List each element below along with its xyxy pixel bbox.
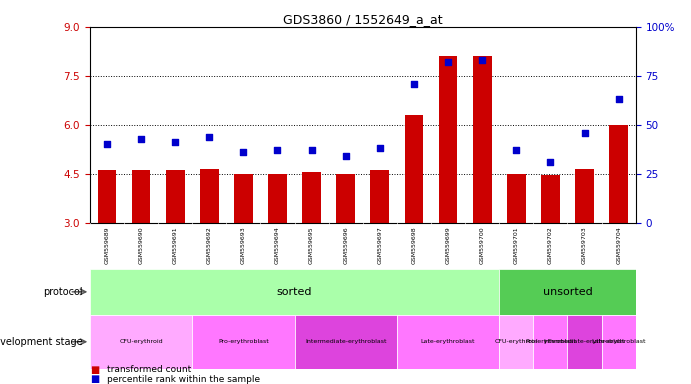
Text: GSM559689: GSM559689	[104, 227, 109, 264]
Bar	[609, 125, 628, 223]
Point	[135, 136, 146, 142]
Text: GSM559695: GSM559695	[309, 227, 314, 264]
Bar	[97, 170, 116, 223]
Bar	[541, 175, 560, 223]
Text: GSM559694: GSM559694	[275, 227, 280, 264]
Text: Pro-erythroblast: Pro-erythroblast	[218, 339, 269, 344]
Text: GSM559701: GSM559701	[514, 227, 519, 264]
Bar	[90, 315, 192, 369]
Title: GDS3860 / 1552649_a_at: GDS3860 / 1552649_a_at	[283, 13, 443, 26]
Text: GSM559700: GSM559700	[480, 227, 484, 264]
Text: unsorted: unsorted	[542, 287, 592, 297]
Point	[169, 139, 180, 146]
Text: development stage: development stage	[0, 337, 83, 347]
Bar	[575, 169, 594, 223]
Text: GSM559699: GSM559699	[446, 227, 451, 264]
Text: percentile rank within the sample: percentile rank within the sample	[107, 375, 261, 384]
Bar	[294, 315, 397, 369]
Bar	[567, 315, 602, 369]
Text: GSM559693: GSM559693	[241, 227, 246, 264]
Point	[306, 147, 317, 153]
Point	[102, 141, 113, 147]
Bar	[337, 174, 355, 223]
Text: GSM559703: GSM559703	[582, 227, 587, 264]
Point	[340, 153, 351, 159]
Point	[375, 145, 386, 151]
Text: Intermediate-erythroblast: Intermediate-erythroblast	[544, 339, 625, 344]
Text: GSM559704: GSM559704	[616, 227, 621, 264]
Text: Late-erythroblast: Late-erythroblast	[421, 339, 475, 344]
Bar	[499, 269, 636, 315]
Bar	[90, 269, 499, 315]
Text: protocol: protocol	[44, 287, 83, 297]
Bar	[533, 315, 567, 369]
Text: ■: ■	[90, 365, 99, 375]
Bar	[370, 170, 389, 223]
Text: GSM559691: GSM559691	[173, 227, 178, 264]
Text: Late-erythroblast: Late-erythroblast	[591, 339, 646, 344]
Bar	[507, 174, 526, 223]
Text: GSM559702: GSM559702	[548, 227, 553, 264]
Point	[272, 147, 283, 153]
Text: GSM559696: GSM559696	[343, 227, 348, 264]
Bar	[404, 115, 424, 223]
Point	[477, 57, 488, 63]
Point	[545, 159, 556, 165]
Bar	[131, 170, 151, 223]
Point	[511, 147, 522, 153]
Bar	[439, 56, 457, 223]
Text: Pro-erythroblast: Pro-erythroblast	[525, 339, 576, 344]
Bar	[499, 315, 533, 369]
Text: ■: ■	[90, 374, 99, 384]
Bar	[302, 172, 321, 223]
Bar	[602, 315, 636, 369]
Text: GSM559692: GSM559692	[207, 227, 211, 264]
Point	[579, 129, 590, 136]
Bar	[192, 315, 294, 369]
Text: GSM559690: GSM559690	[138, 227, 144, 264]
Point	[408, 81, 419, 87]
Bar	[200, 169, 218, 223]
Text: Intermediate-erythroblast: Intermediate-erythroblast	[305, 339, 386, 344]
Point	[442, 59, 453, 65]
Text: GSM559698: GSM559698	[411, 227, 417, 264]
Bar	[234, 174, 253, 223]
Point	[204, 134, 215, 140]
Text: CFU-erythroid: CFU-erythroid	[495, 339, 538, 344]
Point	[613, 96, 624, 103]
Text: CFU-erythroid: CFU-erythroid	[119, 339, 163, 344]
Point	[238, 149, 249, 155]
Bar	[473, 56, 491, 223]
Text: transformed count: transformed count	[107, 365, 191, 374]
Text: GSM559697: GSM559697	[377, 227, 382, 264]
Bar	[397, 315, 499, 369]
Bar	[268, 174, 287, 223]
Bar	[166, 170, 184, 223]
Text: sorted: sorted	[277, 287, 312, 297]
